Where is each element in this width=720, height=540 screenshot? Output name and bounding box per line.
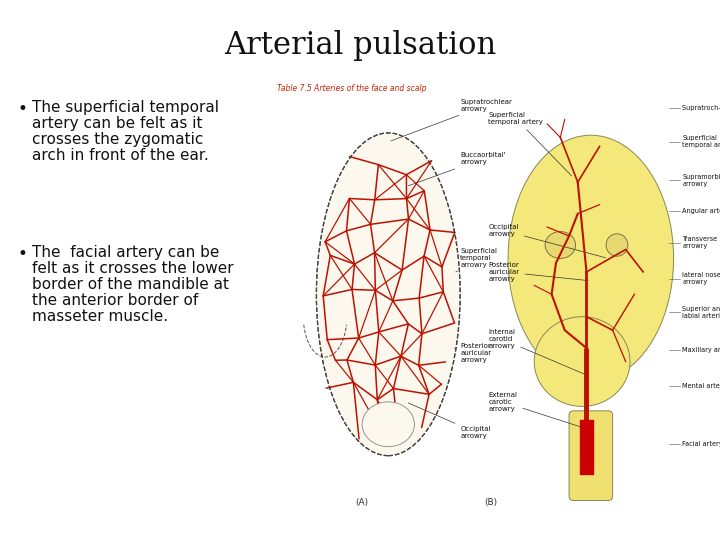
Text: •: • (18, 245, 28, 263)
Text: (A): (A) (356, 498, 369, 507)
Ellipse shape (606, 234, 628, 256)
Text: masseter muscle.: masseter muscle. (32, 309, 168, 324)
Text: (B): (B) (484, 498, 498, 507)
Text: Superior and m
labial arteries: Superior and m labial arteries (683, 306, 720, 319)
Text: The superficial temporal: The superficial temporal (32, 100, 219, 115)
Text: Internal
carotid
arrowry: Internal carotid arrowry (488, 329, 584, 374)
Text: Supratroch- a m...: Supratroch- a m... (683, 105, 720, 111)
FancyBboxPatch shape (569, 411, 613, 501)
Text: border of the mandible at: border of the mandible at (32, 277, 229, 292)
Text: Transverse
arrowry: Transverse arrowry (683, 237, 717, 249)
Text: Posterior
auricular
arrowry: Posterior auricular arrowry (488, 262, 588, 282)
Ellipse shape (534, 316, 630, 406)
Text: Maxillary artery: Maxillary artery (683, 347, 720, 353)
Text: The  facial artery can be: The facial artery can be (32, 245, 220, 260)
Ellipse shape (362, 402, 415, 447)
Text: Superficial
temporal artery: Superficial temporal artery (683, 136, 720, 148)
Text: the anterior border of: the anterior border of (32, 293, 198, 308)
Text: felt as it crosses the lower: felt as it crosses the lower (32, 261, 233, 276)
Text: Superficial
temporal
arrowry: Superficial temporal arrowry (456, 248, 497, 272)
Text: Arterial pulsation: Arterial pulsation (224, 30, 496, 61)
Text: Buccaorbital'
arrowry: Buccaorbital' arrowry (408, 152, 505, 186)
Ellipse shape (316, 133, 460, 456)
Text: •: • (18, 100, 28, 118)
Ellipse shape (508, 135, 674, 382)
Text: Table 7.5 Arteries of the face and scalp: Table 7.5 Arteries of the face and scalp (277, 84, 427, 93)
Text: Occipital
arrowry: Occipital arrowry (488, 224, 606, 258)
Text: Superficial
temporal artery: Superficial temporal artery (488, 112, 572, 176)
Text: artery can be felt as it: artery can be felt as it (32, 116, 202, 131)
Text: Facial artery: Facial artery (683, 441, 720, 448)
Ellipse shape (545, 232, 575, 259)
Text: arch in front of the ear.: arch in front of the ear. (32, 148, 209, 163)
Text: External
carotic
arrowry: External carotic arrowry (488, 392, 584, 428)
Text: Posterior
auricular
arrowry: Posterior auricular arrowry (454, 342, 491, 362)
Text: crosses the zygomatic: crosses the zygomatic (32, 132, 203, 147)
Text: Angular artery: Angular artery (683, 208, 720, 214)
Text: Mental artery: Mental artery (683, 383, 720, 389)
Text: Supramorbital
arrowry: Supramorbital arrowry (683, 173, 720, 186)
Text: lateral nose
arrowry: lateral nose arrowry (683, 272, 720, 285)
Text: Occipital
arrowry: Occipital arrowry (408, 403, 490, 438)
Text: Supratrochlear
arrowry: Supratrochlear arrowry (391, 98, 512, 141)
